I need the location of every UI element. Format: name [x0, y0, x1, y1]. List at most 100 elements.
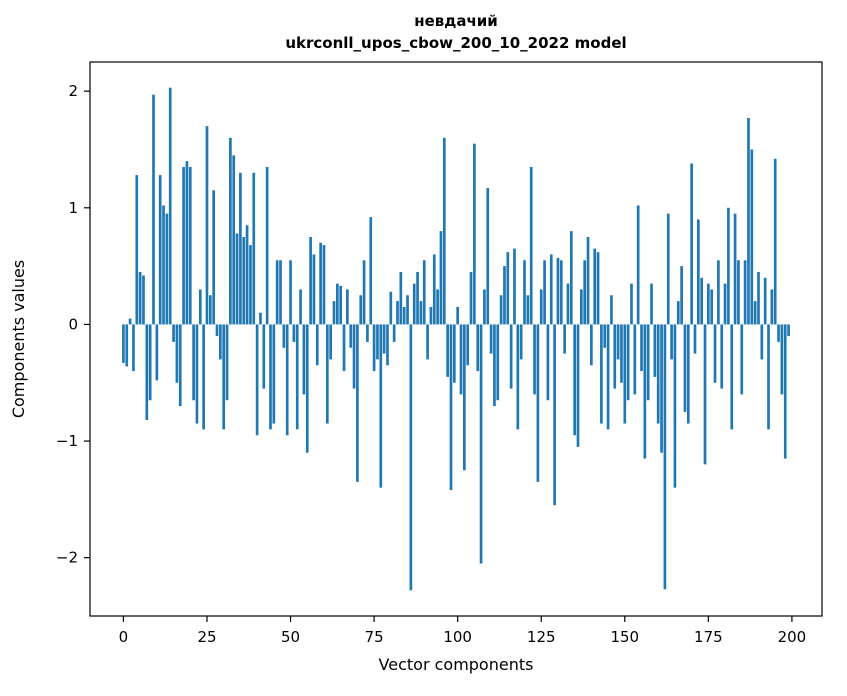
bar	[325, 324, 329, 424]
bar	[463, 324, 466, 471]
tick-label: 25	[197, 628, 216, 646]
bar	[449, 324, 453, 491]
bar	[252, 172, 256, 325]
bar	[493, 324, 496, 407]
bar	[412, 283, 416, 325]
bar	[683, 324, 687, 412]
y-axis-label: Components values	[9, 260, 28, 418]
bar	[506, 252, 510, 325]
bar	[543, 260, 546, 325]
bar	[603, 324, 607, 348]
bar	[693, 324, 697, 354]
bar	[128, 318, 132, 325]
bar	[563, 324, 566, 354]
bar	[175, 324, 179, 383]
bar	[459, 324, 463, 395]
bar	[396, 301, 399, 325]
bar	[770, 289, 774, 325]
tick-label: 100	[443, 628, 472, 646]
bar	[489, 324, 493, 354]
bar	[717, 260, 720, 325]
bar	[205, 126, 209, 325]
bar	[496, 324, 500, 401]
bar	[569, 231, 573, 325]
bar	[302, 324, 306, 395]
bar	[429, 306, 433, 325]
bar	[132, 324, 135, 372]
bar	[392, 324, 396, 342]
bar	[670, 324, 673, 360]
bar	[369, 217, 373, 325]
bar	[399, 271, 403, 325]
bar	[299, 289, 302, 325]
bar	[479, 324, 483, 564]
bar	[272, 324, 276, 424]
bar	[606, 324, 610, 430]
bar	[322, 245, 326, 325]
bar	[566, 283, 570, 325]
bar	[673, 324, 677, 488]
bar	[379, 324, 383, 488]
bar	[178, 324, 182, 407]
bar	[426, 324, 429, 360]
bar	[122, 324, 125, 363]
bar	[185, 161, 189, 325]
bar	[610, 295, 613, 325]
bar	[523, 260, 526, 325]
bar	[422, 260, 426, 325]
bar	[282, 324, 286, 348]
bar	[312, 254, 316, 325]
bar	[219, 324, 222, 360]
bar	[285, 324, 289, 436]
bar	[145, 324, 149, 421]
bar	[737, 260, 740, 325]
bar	[529, 166, 533, 325]
bar	[626, 324, 630, 401]
bar	[336, 283, 339, 325]
bar	[456, 306, 459, 325]
bar	[656, 324, 660, 424]
bar	[720, 324, 724, 389]
bar	[406, 295, 409, 325]
bar	[242, 236, 246, 325]
bar	[743, 260, 747, 325]
bar	[265, 166, 269, 325]
bar	[483, 289, 486, 325]
bar	[232, 155, 236, 325]
bar	[499, 295, 503, 325]
bar	[519, 324, 523, 360]
bar	[583, 260, 587, 325]
bar	[710, 289, 714, 325]
bar	[198, 289, 202, 325]
chart-subtitle: ukrconll_upos_cbow_200_10_2022 model	[285, 34, 626, 52]
bar	[249, 245, 252, 325]
tick-label: −1	[56, 432, 78, 450]
bar	[633, 324, 637, 395]
axes-spines	[89, 61, 823, 617]
bar	[690, 163, 693, 325]
bar	[760, 324, 764, 360]
bar	[777, 324, 780, 342]
bar	[172, 324, 175, 342]
bar	[780, 324, 784, 395]
bar	[580, 289, 583, 325]
bar	[713, 324, 717, 383]
bar	[349, 324, 353, 348]
bar	[295, 324, 299, 430]
bar	[356, 324, 359, 482]
bar	[402, 306, 406, 325]
bar	[212, 190, 215, 325]
bar	[346, 289, 349, 325]
bar	[686, 324, 690, 424]
x-axis-label: Vector components	[379, 655, 534, 674]
bar	[636, 205, 640, 325]
bar	[750, 149, 754, 325]
bar	[259, 312, 262, 325]
bar	[700, 277, 703, 325]
bar	[222, 324, 226, 430]
bar	[168, 87, 172, 325]
tick-label: 1	[68, 199, 78, 217]
bar	[533, 324, 536, 395]
bar	[135, 175, 139, 325]
